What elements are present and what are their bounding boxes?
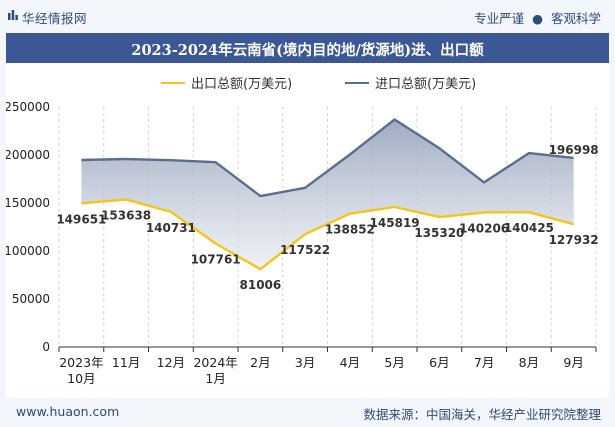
legend-label-0: 出口总额(万美元) bbox=[191, 77, 292, 92]
x-tick-label: 11月 bbox=[112, 355, 140, 370]
brand-name: 华经情报网 bbox=[22, 11, 88, 26]
y-tick-label: 100000 bbox=[6, 244, 50, 258]
data-label-export: 145819 bbox=[370, 216, 420, 230]
x-tick-label: 4月 bbox=[340, 355, 360, 370]
data-label-export: 117522 bbox=[280, 243, 330, 257]
x-tick-label: 3月 bbox=[295, 355, 315, 370]
title-bar: 2023-2024年云南省(境内目的地/货源地)进、出口额 bbox=[6, 33, 609, 63]
tagline-right: 客观科学 bbox=[550, 11, 601, 26]
series-lines bbox=[81, 118, 574, 271]
data-label-export: 135320 bbox=[414, 226, 464, 240]
chart-svg: 出口总额(万美元) 进口总额(万美元) 0 50000 100000 150000 200… bbox=[4, 77, 598, 386]
y-tick-label: 50000 bbox=[12, 292, 50, 306]
data-label-export: 127932 bbox=[549, 233, 599, 247]
data-label-export: 140731 bbox=[146, 221, 196, 235]
x-tick-label: 8月 bbox=[519, 355, 539, 370]
data-label-export: 107761 bbox=[191, 253, 241, 267]
series-line-0 bbox=[81, 198, 574, 271]
brand-logo-icon bbox=[8, 10, 18, 20]
x-tick-label: 2月 bbox=[250, 355, 270, 370]
data-label-export: 149651 bbox=[56, 212, 106, 226]
y-tick-label: 150000 bbox=[6, 196, 50, 210]
x-axis: 2023年 10月 11月 12月 2024年 1月 2月 3月 4月 5月 6月 7月 8月 9月 bbox=[58, 346, 597, 386]
x-tick-label: 12月 bbox=[157, 355, 185, 370]
x-tick-label: 2024年 1月 bbox=[193, 355, 237, 386]
tagline-left: 专业严谨 bbox=[474, 11, 525, 26]
y-tick-label: 0 bbox=[42, 340, 50, 354]
data-label-export: 140425 bbox=[504, 221, 554, 235]
footer-website[interactable]: www.huaon.com bbox=[16, 404, 120, 419]
data-label-export: 138852 bbox=[325, 223, 375, 237]
footer-source: 数据来源：中国海关，华经产业研究院整理 bbox=[363, 407, 601, 422]
data-label-export: 81006 bbox=[240, 278, 282, 292]
y-tick-label: 200000 bbox=[6, 148, 50, 162]
tagline: 专业严谨 ● 客观科学 bbox=[474, 8, 601, 27]
data-label-export: 153638 bbox=[101, 209, 151, 223]
x-tick-label: 7月 bbox=[474, 355, 494, 370]
legend: 出口总额(万美元) 进口总额(万美元) bbox=[161, 77, 476, 92]
x-tick-label: 5月 bbox=[384, 355, 404, 370]
series-line-1 bbox=[81, 118, 574, 198]
x-tick-label: 9月 bbox=[563, 355, 583, 370]
chart-area: 出口总额(万美元) 进口总额(万美元) 0 50000 100000 150000 200… bbox=[4, 63, 609, 398]
data-label-export: 140206 bbox=[459, 221, 509, 235]
data-label-import: 196998 bbox=[549, 143, 599, 157]
tagline-dot-icon: ● bbox=[528, 11, 547, 26]
legend-label-1: 进口总额(万美元) bbox=[375, 77, 476, 92]
y-tick-label: 250000 bbox=[6, 100, 50, 114]
x-tick-label: 2023年 10月 bbox=[59, 355, 103, 386]
y-axis: 0 50000 100000 150000 200000 250000 bbox=[4, 100, 50, 354]
footer: www.huaon.com 数据来源：中国海关，华经产业研究院整理 bbox=[0, 398, 615, 427]
chart-title: 2023-2024年云南省(境内目的地/货源地)进、出口额 bbox=[131, 42, 484, 59]
top-bar: 华经情报网 专业严谨 ● 客观科学 bbox=[0, 0, 615, 32]
x-tick-label: 6月 bbox=[429, 355, 449, 370]
